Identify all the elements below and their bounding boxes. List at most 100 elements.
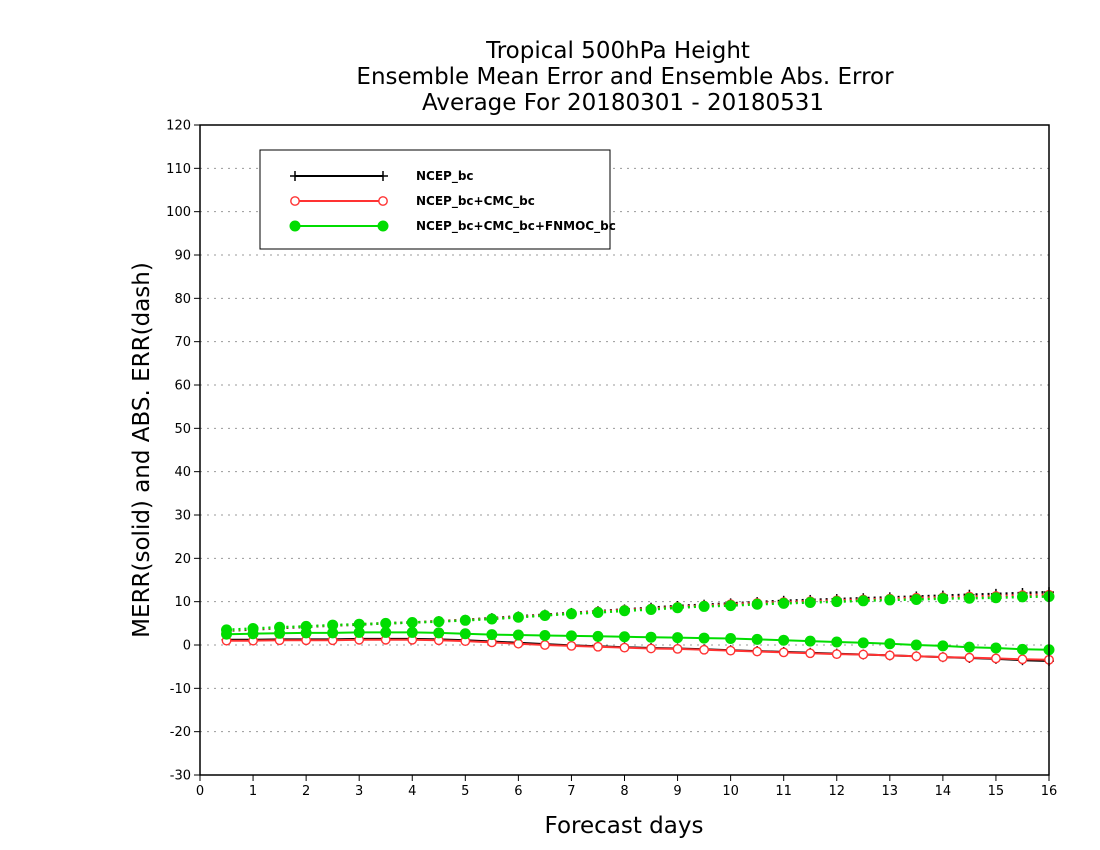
merr-point: [964, 652, 975, 663]
merr-point: [884, 650, 895, 661]
x-tick-label: 7: [567, 784, 575, 799]
y-tick-label: 70: [174, 335, 191, 350]
x-tick-label: 4: [408, 784, 416, 799]
abs-err-point: [592, 607, 604, 618]
x-axis-label: Forecast days: [545, 813, 704, 839]
abs-err-point: [565, 608, 577, 620]
abs-err-point: [990, 592, 1002, 604]
series-abs-err-line: [226, 595, 1050, 632]
abs-err-point: [486, 613, 498, 625]
abs-err-point: [645, 603, 657, 615]
x-tick-label: 8: [620, 784, 628, 799]
chart-title: Tropical 500hPa Height Ensemble Mean Err…: [356, 38, 894, 116]
merr-point: [752, 646, 763, 657]
x-tick-label: 11: [775, 784, 792, 799]
abs-err-point: [698, 600, 710, 612]
y-tick-label: 30: [174, 509, 191, 524]
abs-err-point: [910, 594, 922, 605]
legend-item: NCEP_bc: [290, 169, 474, 184]
merr-point: [963, 641, 975, 653]
x-tick-label: 16: [1041, 784, 1058, 799]
y-tick-label: 110: [166, 162, 191, 177]
legend-label: NCEP_bc+CMC_bc: [416, 194, 535, 209]
merr-point: [592, 630, 604, 642]
abs-err-point: [380, 617, 392, 629]
series-merr-line: [226, 637, 1050, 662]
y-tick-label: 100: [166, 205, 191, 220]
merr-point: [699, 644, 709, 655]
merr-point: [725, 633, 737, 644]
legend-box: [259, 149, 611, 250]
legend-item: NCEP_bc+CMC_bc: [290, 194, 535, 209]
title-line-2: Ensemble Mean Error and Ensemble Abs. Er…: [356, 64, 894, 90]
abs-err-point: [751, 598, 763, 610]
legend: NCEP_bc NCEP_bc+CMC_bc NCEP_bc+CMC_bc+FNMO…: [259, 149, 616, 250]
merr-point: [831, 636, 843, 648]
merr-point: [619, 642, 630, 653]
y-tick-label: 10: [174, 595, 191, 610]
merr-point: [566, 640, 577, 651]
series-merr-line: [226, 638, 1050, 661]
abs-err-point: [406, 616, 418, 628]
merr-point: [433, 627, 445, 639]
y-tick-label: 40: [174, 465, 191, 480]
grid-lines: [200, 167, 1049, 733]
legend-items: NCEP_bc NCEP_bc+CMC_bc NCEP_bc+CMC_bc+FNMO…: [289, 169, 616, 234]
merr-point: [406, 626, 418, 638]
merr-point: [884, 638, 896, 650]
merr-point: [646, 643, 656, 654]
legend-marker: [290, 171, 300, 181]
y-axis-label: MERR(solid) and ABS. ERR(dash): [129, 262, 155, 638]
merr-point: [221, 628, 233, 640]
abs-err-point: [804, 597, 816, 609]
abs-err-point: [539, 610, 551, 622]
abs-err-point: [857, 595, 869, 607]
merr-point: [1017, 654, 1028, 665]
legend-marker: [290, 196, 300, 206]
merr-point: [672, 644, 683, 654]
x-tick-label: 6: [514, 784, 522, 799]
merr-point: [619, 631, 630, 643]
y-tick-label: -30: [170, 769, 191, 784]
merr-point: [857, 637, 869, 649]
merr-point: [858, 649, 869, 660]
merr-point: [540, 640, 550, 650]
title-line-1: Tropical 500hPa Height: [485, 38, 750, 64]
abs-err-point: [672, 602, 684, 614]
y-tick-label: 90: [174, 249, 191, 264]
abs-err-point: [963, 592, 975, 604]
abs-err-point: [619, 605, 630, 617]
merr-point: [565, 630, 577, 642]
x-tick-label: 12: [828, 784, 845, 799]
merr-point: [937, 652, 948, 663]
merr-point: [645, 631, 657, 643]
x-tick-label: 13: [882, 784, 899, 799]
merr-point: [911, 651, 922, 662]
x-tick-label: 9: [673, 784, 681, 799]
y-tick-label: 0: [183, 639, 191, 654]
legend-label: NCEP_bc+CMC_bc+FNMOC_bc: [416, 219, 616, 234]
merr-point: [991, 653, 1001, 664]
abs-err-point: [433, 616, 445, 628]
series-2: [221, 590, 1055, 656]
merr-point: [698, 632, 710, 644]
merr-point: [831, 649, 842, 659]
merr-point: [539, 629, 551, 641]
y-tick-label: 120: [166, 119, 191, 134]
merr-point: [459, 628, 471, 640]
abs-err-point: [937, 593, 949, 605]
x-axis-ticks: 0 1 2 3 4 5 6 7 8 9 10 11 12 13 14 15 16: [196, 775, 1057, 799]
merr-point: [486, 629, 498, 641]
abs-err-point: [512, 611, 524, 623]
plot-frame: [199, 124, 1050, 776]
abs-err-point: [1016, 591, 1028, 603]
merr-point: [778, 647, 789, 658]
series-abs-err-line: [226, 593, 1050, 632]
y-tick-label: 20: [174, 552, 191, 567]
y-tick-label: -20: [170, 725, 191, 740]
abs-err-point: [831, 596, 843, 608]
merr-point: [380, 626, 392, 638]
merr-point: [513, 638, 524, 649]
x-tick-label: 5: [461, 784, 469, 799]
